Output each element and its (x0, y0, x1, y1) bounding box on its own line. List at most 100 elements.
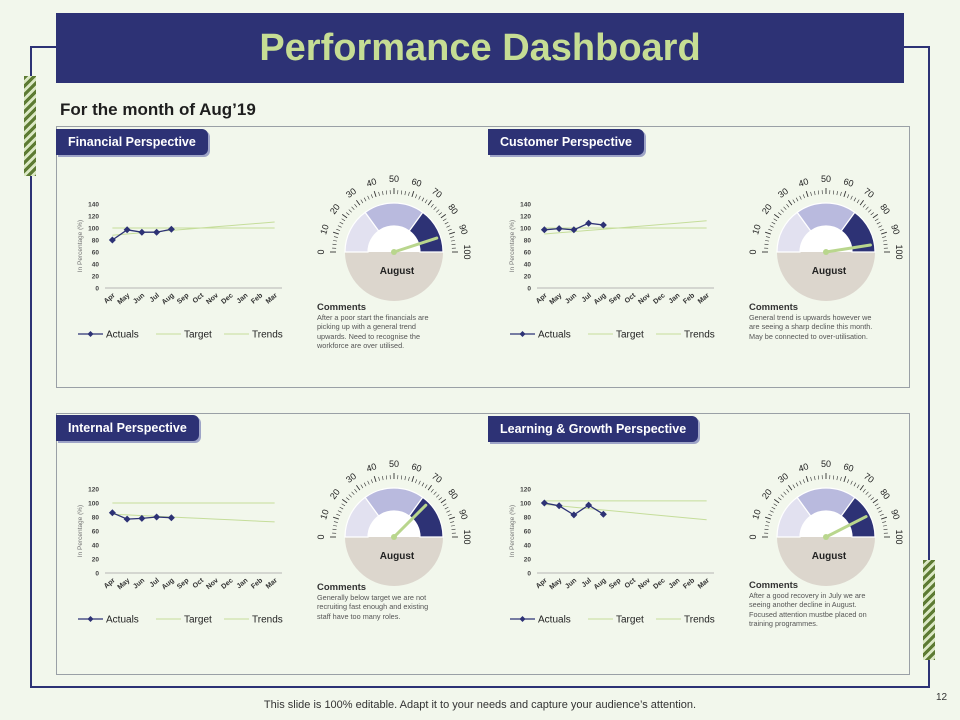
legend-actuals-marker (519, 331, 526, 337)
gauge-tick (442, 503, 447, 507)
gauge-tick (378, 191, 380, 196)
gauge-needle (392, 503, 428, 539)
gauge-tick (348, 494, 352, 498)
comment-line: Focused attention mustbe placed on (749, 609, 867, 619)
gauge-scale-label: 50 (389, 459, 399, 469)
x-tick-label: Jun (564, 292, 578, 305)
gauge-tick (450, 525, 455, 527)
gauge-tick (847, 194, 850, 199)
gauge-tick (783, 491, 787, 495)
gauge-tick (786, 204, 790, 208)
gauge-tick (382, 476, 384, 481)
gauge-tick (883, 243, 888, 246)
legend-actuals-label: Actuals (538, 330, 571, 341)
gauge-tick (400, 475, 403, 480)
gauge-tick (810, 476, 812, 481)
gauge-tick (847, 479, 850, 484)
gauge-tick (333, 240, 338, 242)
gauge-tick (449, 231, 456, 235)
panel-label: Internal Perspective (56, 415, 199, 441)
y-tick-label: 100 (88, 501, 99, 508)
y-tick-label: 20 (524, 274, 532, 281)
gauge-tick (783, 206, 787, 210)
gauge-tick (337, 510, 342, 513)
internal-perspective-panel: Internal Perspective 0 20 40 60 80 100 120 In P… (56, 413, 486, 673)
x-tick-label: Nov (205, 577, 220, 591)
gauge-tick (382, 191, 384, 196)
x-tick-label: Aug (593, 292, 608, 306)
gauge-tick (336, 513, 341, 516)
actuals-data-point (108, 509, 116, 517)
gauge-scale-label: 70 (862, 471, 876, 485)
gauge-tick (802, 479, 805, 484)
customer-perspective-panel: Customer Perspective 0 20 40 60 80 100 120 140 I… (488, 128, 910, 388)
gauge-tick (843, 475, 847, 482)
gauge-tick (850, 195, 853, 200)
gauge-tick (882, 525, 887, 527)
gauge-tick (876, 221, 881, 225)
gauge-tick (805, 190, 809, 197)
comment-box: Comments General trend is upwards howeve… (749, 303, 909, 341)
gauge-tick (795, 197, 799, 202)
gauge-tick (415, 479, 418, 484)
comment-title: Comments (317, 582, 367, 593)
gauge-scale-label: 90 (889, 508, 902, 521)
x-tick-label: Aug (161, 292, 176, 306)
y-axis-label: In Percentage (%) (509, 220, 516, 272)
actuals-data-point (153, 228, 161, 236)
comment-title: Comments (317, 302, 367, 313)
gauge-tick (427, 484, 432, 491)
comment-line: picking up with a general trend (317, 322, 416, 332)
y-tick-label: 60 (524, 250, 532, 257)
y-tick-label: 100 (88, 226, 99, 233)
panel-label: Learning & Growth Perspective (488, 416, 699, 442)
gauge-base (777, 252, 875, 301)
actuals-data-point (167, 225, 175, 233)
y-tick-label: 120 (520, 214, 531, 221)
page-title: Performance Dashboard (56, 13, 904, 83)
gauge-tick (378, 476, 380, 481)
gauge-tick (832, 190, 835, 195)
gauge-tick (360, 199, 364, 204)
gauge-tick (792, 199, 796, 204)
x-tick-label: Jan (236, 577, 250, 590)
comment-line: staff have too many roles. (317, 611, 401, 621)
gauge-scale-label: 40 (797, 461, 810, 474)
gauge-tick (764, 516, 771, 520)
gauge-tick (400, 190, 403, 195)
legend-trends-label: Trends (252, 330, 283, 341)
x-tick-label: Feb (250, 292, 264, 305)
legend-actuals-label: Actuals (106, 330, 139, 341)
gauge-tick (853, 197, 857, 202)
gauge-tick (333, 521, 338, 523)
comment-line: May be connected to over-utilisation. (749, 331, 868, 341)
top-section (56, 126, 910, 388)
comment-box: Comments Generally below target we are n… (317, 583, 482, 621)
gauge-tick (780, 209, 784, 213)
gauge-tick (862, 489, 866, 493)
gauge-needle (824, 243, 872, 254)
gauge-tick (795, 482, 799, 487)
gauge-tick (868, 209, 872, 213)
gauge-tick (449, 516, 456, 520)
x-tick-label: May (548, 292, 563, 306)
comment-line: After a good recovery in July we are (749, 591, 866, 601)
x-tick-label: Jul (581, 292, 593, 304)
y-tick-label: 60 (92, 250, 100, 257)
gauge-base (345, 537, 443, 586)
gauge-inner-disc (368, 511, 420, 537)
comment-line: workforce are over utilised. (317, 340, 405, 350)
gauge-label: August (380, 266, 415, 277)
gauge-tick (878, 225, 883, 228)
page-number: 12 (936, 692, 948, 703)
gauge-tick (769, 510, 774, 513)
x-tick-label: Mar (697, 292, 711, 306)
y-axis-label: In Percentage (%) (77, 220, 84, 272)
x-tick-label: Feb (682, 292, 696, 305)
gauge-tick (447, 228, 452, 231)
gauge-scale-label: 40 (365, 461, 378, 474)
gauge-tick (773, 499, 780, 504)
x-tick-label: Aug (593, 577, 608, 591)
y-tick-label: 100 (520, 226, 531, 233)
gauge-tick (415, 194, 418, 199)
